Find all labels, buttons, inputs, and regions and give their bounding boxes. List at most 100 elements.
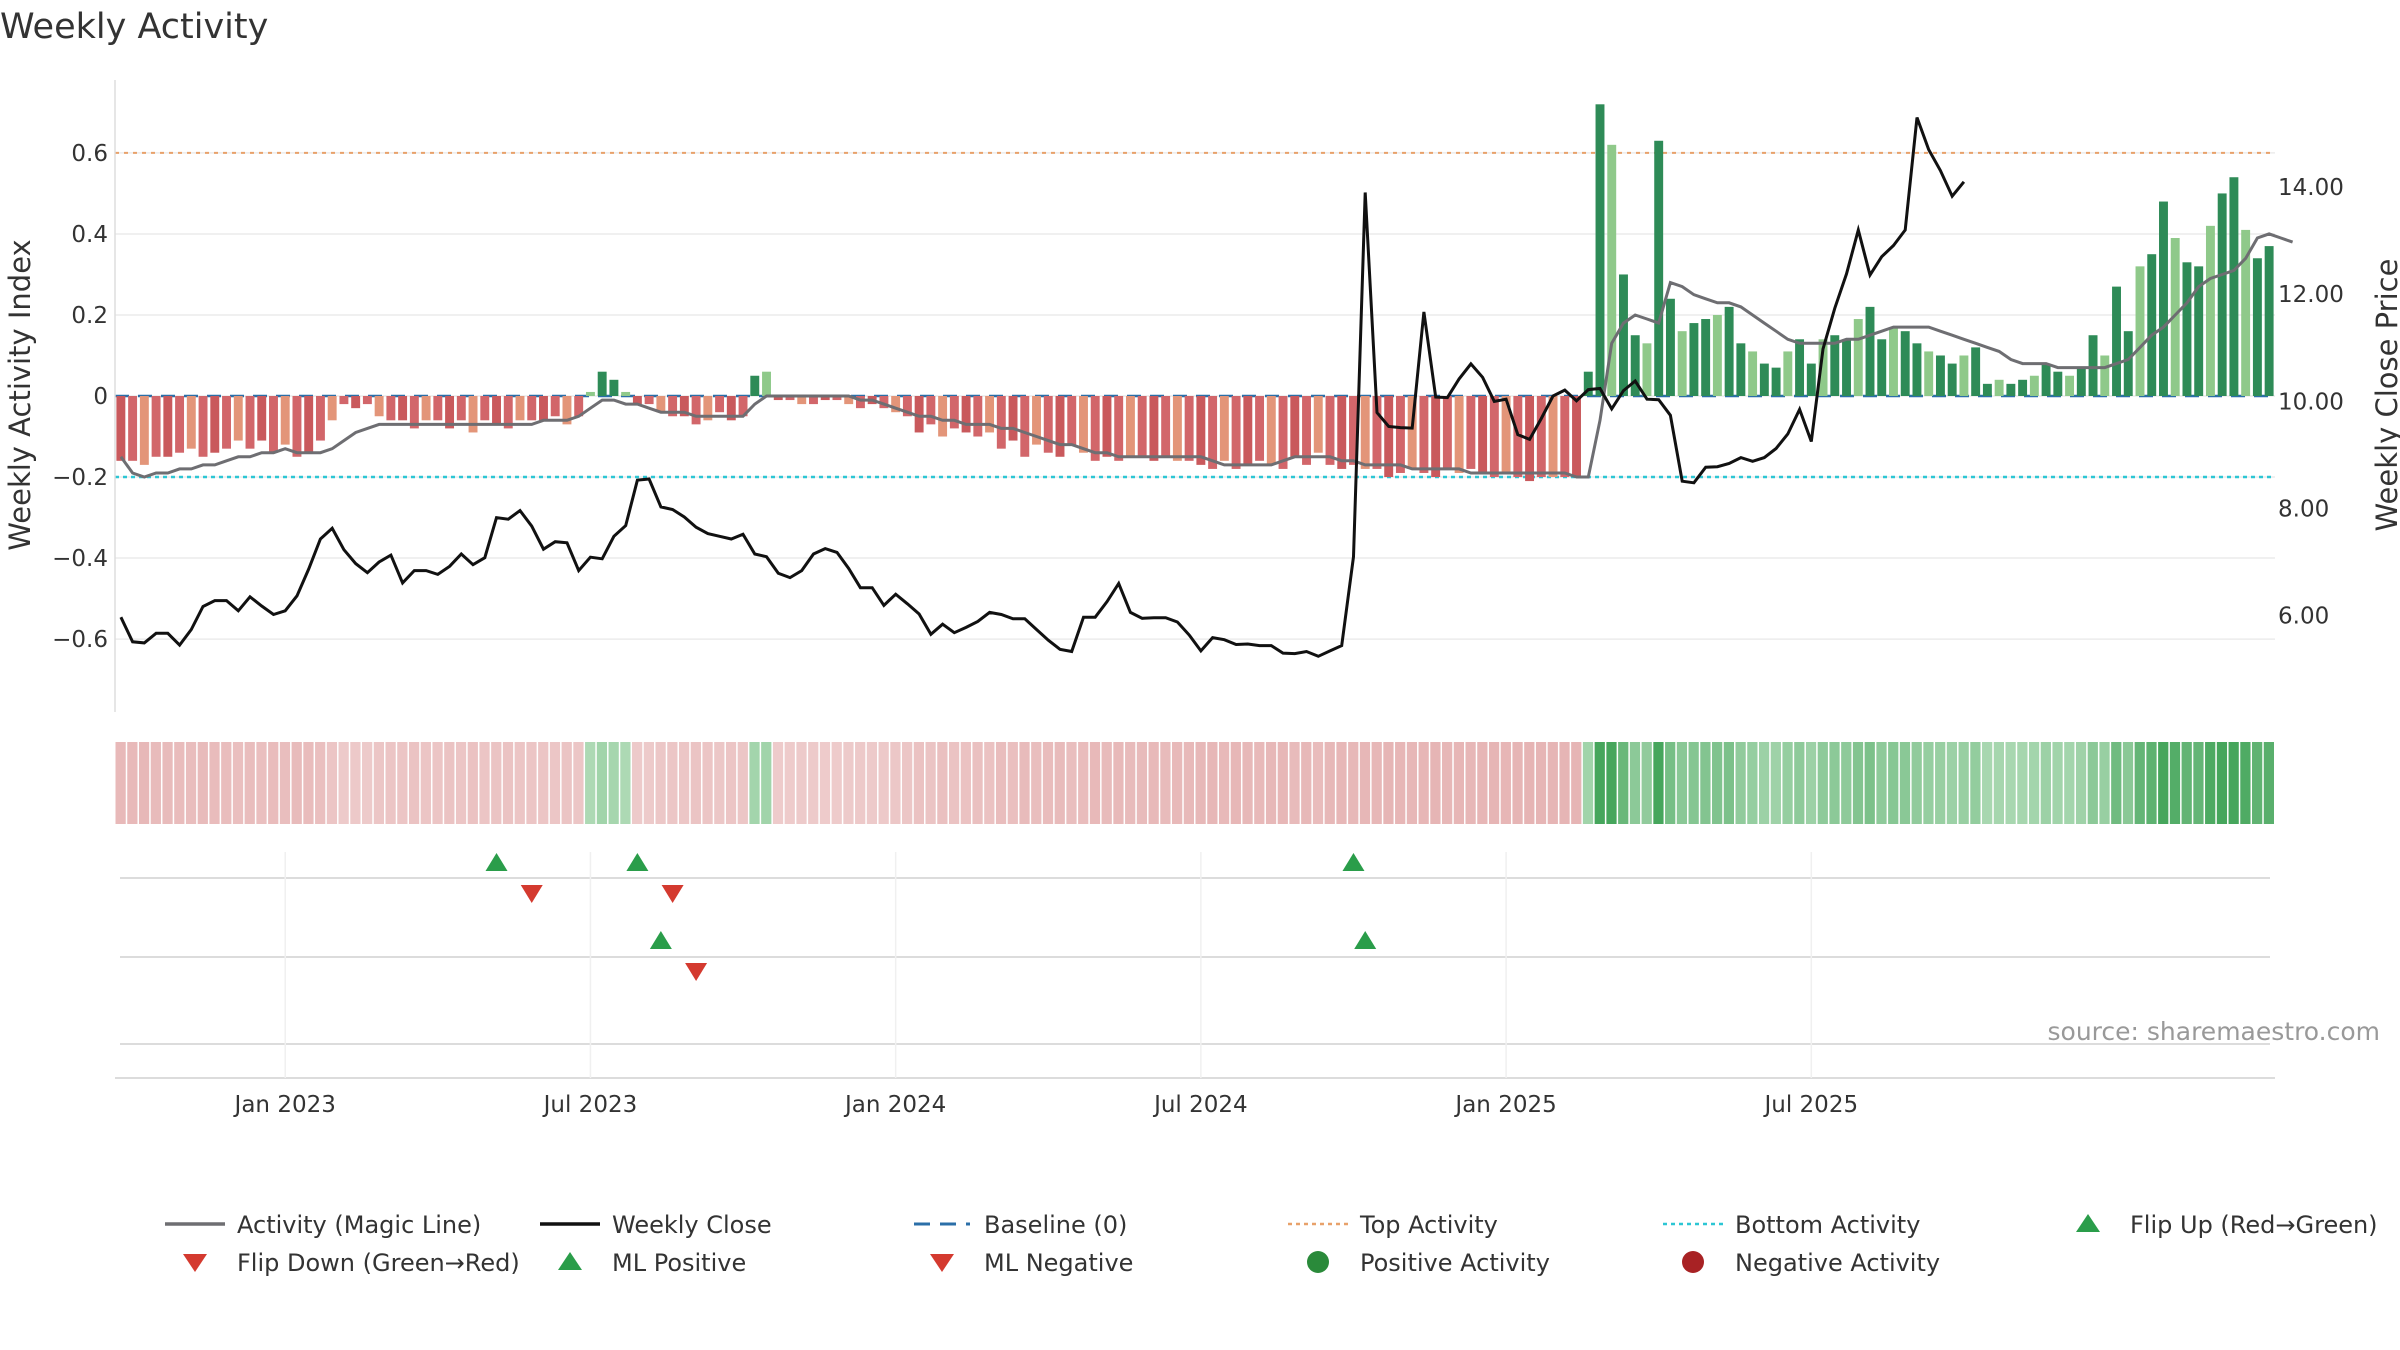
heat-strip-cell bbox=[632, 742, 643, 824]
heat-strip-cell bbox=[338, 742, 349, 824]
activity-bar bbox=[2264, 246, 2274, 396]
heat-strip-cell bbox=[1794, 742, 1805, 824]
activity-bar bbox=[1865, 306, 1875, 396]
activity-bar bbox=[1806, 363, 1816, 396]
activity-bar bbox=[715, 396, 725, 413]
activity-bar bbox=[574, 396, 584, 417]
activity-bar bbox=[1067, 396, 1077, 445]
heat-strip-cell bbox=[2205, 742, 2216, 824]
activity-bar bbox=[1114, 396, 1124, 461]
y2-tick-label: 6.00 bbox=[2278, 604, 2329, 630]
activity-bar bbox=[1665, 298, 1675, 396]
heat-strip-cell bbox=[197, 742, 208, 824]
heat-strip-cell bbox=[185, 742, 197, 824]
legend-label: ML Negative bbox=[984, 1249, 1133, 1277]
heat-strip-cell bbox=[1594, 742, 1605, 824]
heat-strip-cell bbox=[1629, 742, 1641, 824]
activity-bar bbox=[585, 391, 595, 396]
y-tick-label: −0.2 bbox=[52, 465, 108, 491]
heat-strip-cell bbox=[373, 742, 384, 824]
heat-strip-cell bbox=[1852, 742, 1864, 824]
activity-bar bbox=[1360, 396, 1370, 469]
activity-bar bbox=[280, 396, 290, 445]
heat-strip-cell bbox=[1289, 742, 1300, 824]
activity-bar bbox=[1619, 274, 1628, 396]
heat-strip-cell bbox=[1465, 742, 1476, 824]
heat-strip-cell bbox=[1500, 742, 1511, 824]
heat-strip-cell bbox=[221, 742, 232, 824]
heat-strip-cell bbox=[1747, 742, 1758, 824]
activity-bar bbox=[456, 396, 466, 421]
activity-bar bbox=[1032, 396, 1041, 445]
heat-strip-cell bbox=[2169, 742, 2181, 824]
activity-bar bbox=[468, 396, 478, 433]
heat-strip-cell bbox=[925, 742, 936, 824]
activity-bar bbox=[785, 396, 795, 401]
activity-bar bbox=[539, 396, 548, 421]
heat-strip-cell bbox=[408, 742, 420, 824]
activity-bar bbox=[1125, 396, 1135, 457]
heat-strip-cell bbox=[2052, 742, 2063, 824]
activity-bar bbox=[386, 396, 396, 421]
heat-strip-cell bbox=[1582, 742, 1594, 824]
heat-strip-cell bbox=[1805, 742, 1817, 824]
activity-bar bbox=[304, 396, 314, 453]
activity-bar bbox=[738, 396, 748, 417]
heat-strip-cell bbox=[362, 742, 373, 824]
activity-bar bbox=[233, 396, 243, 441]
heat-strip-cell bbox=[115, 742, 126, 824]
activity-bar bbox=[562, 396, 572, 425]
activity-bar bbox=[175, 396, 185, 453]
activity-bar bbox=[1712, 314, 1722, 396]
weekly-close-series bbox=[119, 116, 1966, 658]
y2-axis-label: Weekly Close Price bbox=[2370, 259, 2400, 532]
heat-strip-cell bbox=[1864, 742, 1875, 824]
heat-strip-cell bbox=[1195, 742, 1206, 824]
heat-strip-cell bbox=[514, 742, 525, 824]
heat-strip-cell bbox=[1758, 742, 1770, 824]
source-credit: source: sharemaestro.com bbox=[2048, 1017, 2381, 1046]
heat-strip-cell bbox=[1383, 742, 1394, 824]
activity-bar bbox=[245, 396, 255, 449]
heat-strip-cell bbox=[1336, 742, 1347, 824]
activity-bar bbox=[1196, 396, 1206, 465]
heat-strip-cell bbox=[350, 742, 361, 824]
heat-strip-cell bbox=[831, 742, 842, 824]
heat-strip-cell bbox=[1418, 742, 1429, 824]
activity-bar bbox=[421, 396, 431, 421]
activity-bar bbox=[1724, 306, 1734, 396]
heat-strip-cell bbox=[1406, 742, 1418, 824]
activity-bar bbox=[1290, 396, 1300, 457]
activity-bar bbox=[351, 396, 361, 409]
heat-strip-cell bbox=[1477, 742, 1488, 824]
x-tick-label: Jan 2025 bbox=[1453, 1092, 1556, 1118]
heat-strip-cell bbox=[1430, 742, 1441, 824]
heat-strip-cell bbox=[1512, 742, 1523, 824]
heat-strip-cell bbox=[1665, 742, 1676, 824]
activity-bar bbox=[597, 371, 607, 396]
activity-bar bbox=[1055, 396, 1065, 457]
heat-strip-cell bbox=[1958, 742, 1969, 824]
activity-bar bbox=[2065, 375, 2075, 396]
activity-bar bbox=[773, 396, 783, 401]
heat-strip-cell bbox=[138, 742, 150, 824]
heat-strip-cell bbox=[1723, 742, 1734, 824]
heat-strip-cell bbox=[1207, 742, 1218, 824]
activity-bar bbox=[1853, 319, 1863, 396]
activity-bar bbox=[1947, 363, 1957, 396]
heat-strip-cell bbox=[268, 742, 279, 824]
heat-strip-cell bbox=[1395, 742, 1406, 824]
heat-strip-cell bbox=[1829, 742, 1840, 824]
y-tick-label: 0.4 bbox=[71, 222, 108, 248]
activity-bars bbox=[116, 104, 2274, 482]
heat-strip-cell bbox=[866, 742, 878, 824]
x-tick-label: Jan 2024 bbox=[843, 1092, 946, 1118]
activity-bar bbox=[1302, 396, 1311, 465]
activity-bar bbox=[1219, 396, 1229, 461]
activity-bar bbox=[1935, 355, 1945, 396]
activity-bar bbox=[257, 396, 267, 441]
activity-bar bbox=[1478, 396, 1488, 473]
activity-bar bbox=[1877, 339, 1887, 396]
heat-strip-cell bbox=[784, 742, 795, 824]
activity-bar bbox=[128, 396, 138, 461]
